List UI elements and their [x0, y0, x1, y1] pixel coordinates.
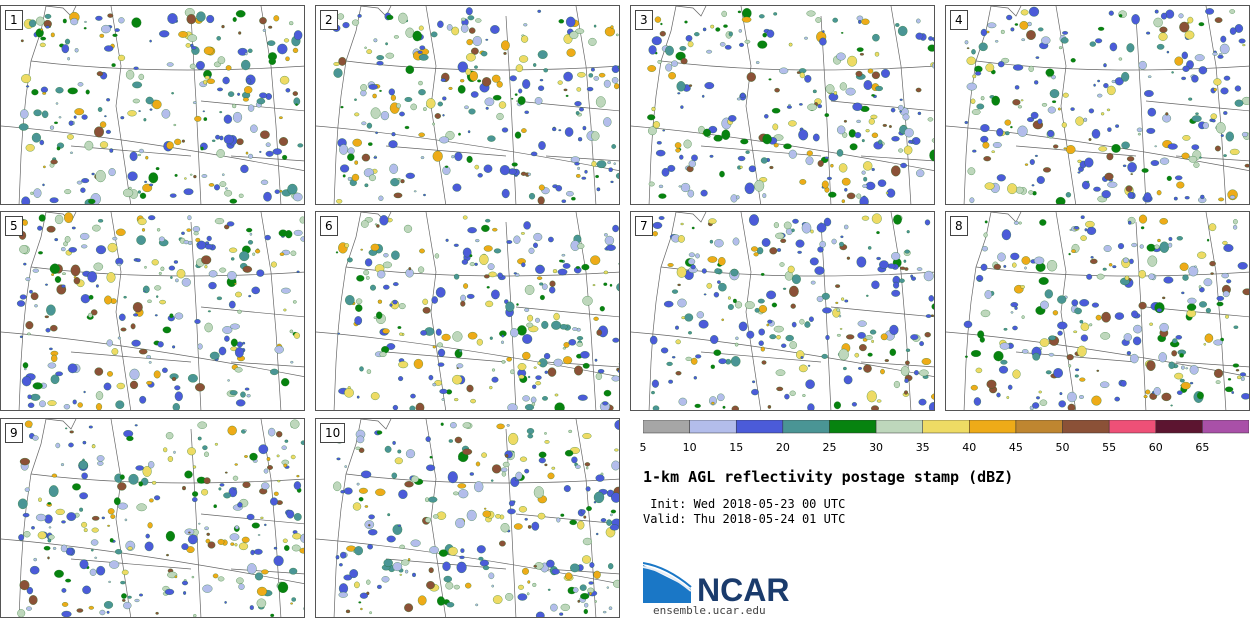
reflectivity-map [316, 6, 619, 204]
member-panel-4: 4 [945, 5, 1250, 205]
colorbar-segment [1202, 420, 1249, 434]
colorbar-tick-label: 10 [682, 441, 697, 454]
colorbar-segment [1015, 420, 1063, 434]
reflectivity-map [1, 212, 304, 410]
colorbar-segment [643, 420, 690, 434]
reflectivity-map [631, 6, 934, 204]
colorbar-tick-label: 35 [915, 441, 930, 454]
panel-number-label: 1 [5, 10, 23, 30]
panel-number-label: 10 [320, 423, 346, 443]
panel-number-label: 4 [950, 10, 968, 30]
ncar-logo: NCAR [643, 562, 789, 605]
member-panel-7: 7 [630, 211, 935, 411]
colorbar-tick-label: 25 [822, 441, 837, 454]
member-panel-6: 6 [315, 211, 620, 411]
colorbar-tick-label: 30 [869, 441, 884, 454]
colorbar-tick-label: 15 [729, 441, 744, 454]
colorbar-segment [1155, 420, 1203, 434]
valid-time: Valid: Thu 2018-05-24 01 UTC [643, 512, 846, 526]
reflectivity-map [316, 212, 619, 410]
member-panel-3: 3 [630, 5, 935, 205]
reflectivity-map [316, 419, 619, 617]
member-panel-2: 2 [315, 5, 620, 205]
reflectivity-map [631, 212, 934, 410]
colorbar-tick-label: 45 [1008, 441, 1023, 454]
logo-url: ensemble.ucar.edu [653, 604, 766, 617]
colorbar-tick-label: 40 [962, 441, 977, 454]
colorbar-segment [969, 420, 1017, 434]
member-panel-5: 5 [0, 211, 305, 411]
panel-number-label: 2 [320, 10, 338, 30]
colorbar-tick-label: 65 [1195, 441, 1210, 454]
colorbar-segment [689, 420, 737, 434]
member-panel-9: 9 [0, 418, 305, 618]
reflectivity-map [946, 6, 1249, 204]
colorbar-tick-label: 60 [1148, 441, 1163, 454]
colorbar-segment [735, 420, 784, 434]
logo-text: NCAR [697, 572, 789, 605]
colorbar-segment [829, 420, 877, 434]
colorbar-tick-label: 20 [775, 441, 790, 454]
panel-number-label: 6 [320, 216, 338, 236]
colorbar-tick-label: 55 [1102, 441, 1117, 454]
member-panel-1: 1 [0, 5, 305, 205]
colorbar-tick-label: 5 [639, 441, 647, 454]
member-panel-8: 8 [945, 211, 1250, 411]
reflectivity-map [1, 419, 304, 617]
panel-number-label: 9 [5, 423, 23, 443]
init-time: Init: Wed 2018-05-23 00 UTC [643, 497, 846, 511]
colorbar-segment [1108, 420, 1157, 434]
member-panel-10: 10 [315, 418, 620, 618]
colorbar-segment [1062, 420, 1110, 434]
colorbar-tick-label: 50 [1055, 441, 1070, 454]
colorbar-segment [922, 420, 970, 434]
panel-number-label: 8 [950, 216, 968, 236]
panel-number-label: 7 [635, 216, 653, 236]
plot-title: 1-km AGL reflectivity postage stamp (dBZ… [643, 468, 1014, 486]
reflectivity-map [1, 6, 304, 204]
colorbar-segment [782, 420, 830, 434]
panel-number-label: 3 [635, 10, 653, 30]
reflectivity-map [946, 212, 1249, 410]
colorbar-segment [875, 420, 923, 434]
reflectivity-colorbar [643, 420, 1249, 434]
panel-number-label: 5 [5, 216, 23, 236]
